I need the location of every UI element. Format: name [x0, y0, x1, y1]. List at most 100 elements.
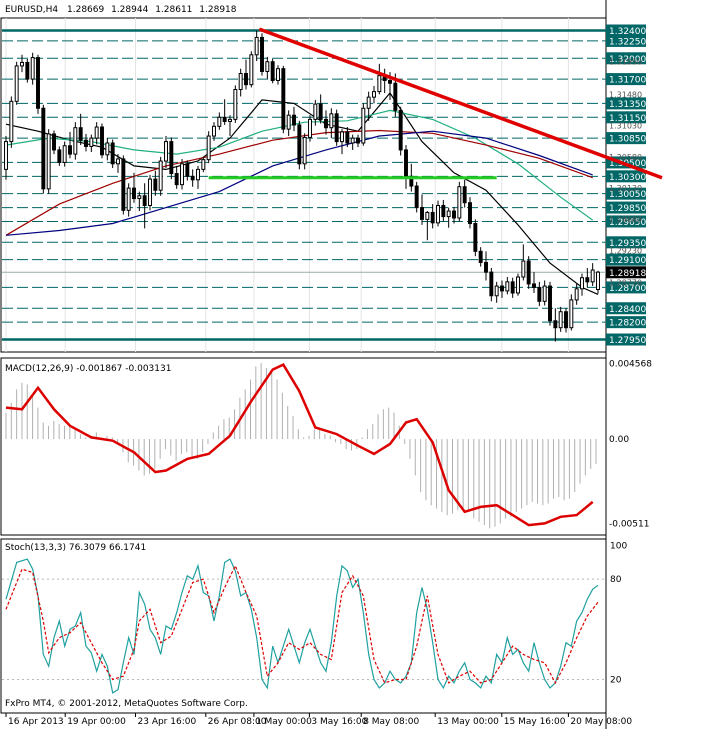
candle-body [462, 186, 467, 204]
candle-body [265, 61, 270, 72]
candle-body [281, 68, 286, 130]
price-level-tag-bg [606, 316, 646, 329]
candle-body [596, 271, 600, 291]
price-level-tag: 1.27950 [609, 336, 646, 346]
candle-body [244, 73, 248, 86]
candle-body [436, 204, 440, 224]
candle-body [452, 210, 456, 219]
time-tick-label: 13 May 00:00 [437, 717, 499, 727]
candle-body [110, 142, 115, 165]
candle-body [585, 277, 590, 283]
price-level-tag-bg [606, 253, 646, 266]
candle-body [345, 131, 350, 144]
candle-body [62, 145, 67, 163]
candle-body [564, 311, 568, 329]
candle-body [238, 73, 243, 91]
time-tick-label: 20 May 08:00 [570, 717, 632, 727]
price-level-tag-bg [606, 34, 646, 47]
candle-body [313, 103, 318, 120]
candle-body [441, 204, 446, 218]
candle-body [404, 149, 408, 177]
candle-body [361, 107, 366, 144]
price-level-tag: 1.29650 [609, 218, 646, 228]
candle-body [468, 202, 472, 225]
candle-body [233, 89, 238, 120]
stoch-tick-label: 100 [610, 542, 627, 552]
price-level-tag-bg [606, 132, 646, 145]
price-tick-label: 1.30580 [609, 153, 642, 162]
candle-body [100, 126, 104, 156]
candle-body [356, 137, 360, 144]
candle-body [340, 131, 344, 143]
candle-body [329, 113, 334, 129]
price-level-tag-bg [606, 52, 646, 65]
price-tick-label: 1.31950 [609, 58, 642, 67]
candle-body [398, 109, 403, 151]
price-level-tag: 1.32250 [609, 37, 646, 47]
stoch-panel-frame [0, 538, 607, 714]
candle-body [580, 277, 584, 290]
candle-body [14, 65, 19, 102]
candle-body [132, 187, 136, 200]
candle-body [36, 57, 40, 109]
candle-body [516, 276, 520, 294]
time-tick-label: 23 Apr 16:00 [138, 717, 197, 727]
stoch-label: Stoch(13,3,3) 76.3079 66.1741 [5, 543, 146, 553]
candle-body [388, 79, 392, 84]
candle-body [494, 285, 499, 297]
candle-body [526, 260, 531, 285]
candle-body [30, 57, 35, 80]
price-level-tag-bg [606, 111, 646, 124]
candle-body [89, 137, 94, 147]
candle-body [249, 54, 254, 86]
candle-body [590, 269, 595, 283]
candle-body [505, 281, 510, 292]
candle-body [126, 187, 131, 211]
candle-body [537, 286, 542, 302]
candle-body [57, 149, 62, 163]
candle-body [158, 160, 163, 191]
candle-body [121, 158, 126, 211]
price-level-tag-bg [606, 73, 646, 86]
candle-body [366, 96, 371, 109]
candle-body [196, 168, 200, 181]
candle-body [84, 139, 88, 147]
candle-body [228, 118, 232, 122]
candle-body [41, 107, 46, 190]
candle-body [478, 250, 483, 263]
candle-body [190, 175, 195, 181]
price-level-tag: 1.31350 [609, 100, 646, 110]
candle-body [78, 127, 83, 141]
price-level-tag-bg [606, 236, 646, 249]
candle-body [484, 261, 488, 273]
candle-body [286, 114, 291, 130]
macd-tick-label: 0.004568 [609, 359, 652, 369]
price-level-tag-bg [606, 170, 646, 183]
candle-body [201, 159, 206, 170]
candle-body [569, 299, 574, 329]
price-tick-label: 1.31030 [609, 122, 642, 131]
macd-label: MACD(12,26,9) -0.001867 -0.003131 [5, 364, 171, 374]
macd-tick-label: 0.00 [609, 435, 629, 445]
candle-body [142, 195, 147, 206]
candle-body [521, 260, 526, 278]
candle-body [180, 163, 184, 186]
macd-signal-line [5, 362, 594, 527]
candle-body [334, 113, 339, 143]
candle-body [68, 145, 72, 155]
candle-body [9, 100, 14, 143]
candle-body [542, 285, 547, 302]
candle-body [548, 285, 552, 322]
candle-body [212, 125, 216, 137]
price-level-tag: 1.32000 [609, 55, 646, 65]
price-tick-label: 1.30130 [609, 184, 642, 193]
candle-body [116, 158, 120, 165]
price-level-tag: 1.31150 [609, 114, 646, 124]
candle-body [25, 61, 30, 80]
price-level-tag-bg [606, 97, 646, 110]
stoch-tick-label: 80 [610, 575, 622, 585]
candle-body [270, 61, 275, 81]
candle-body [489, 271, 494, 297]
candle-body [457, 186, 462, 219]
